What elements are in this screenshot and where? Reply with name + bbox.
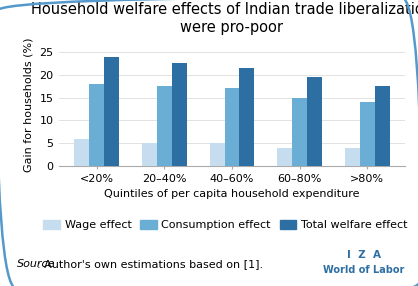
Bar bbox=[292, 98, 307, 166]
Bar bbox=[307, 77, 322, 166]
Bar bbox=[172, 63, 187, 166]
Bar bbox=[240, 68, 254, 166]
Text: Source: Source bbox=[17, 259, 55, 269]
Bar bbox=[74, 138, 89, 166]
Legend: Wage effect, Consumption effect, Total welfare effect: Wage effect, Consumption effect, Total w… bbox=[39, 215, 412, 235]
Bar bbox=[360, 102, 375, 166]
Title: Household welfare effects of Indian trade liberalization
were pro-poor: Household welfare effects of Indian trad… bbox=[31, 2, 418, 35]
X-axis label: Quintiles of per capita household expenditure: Quintiles of per capita household expend… bbox=[104, 189, 360, 199]
Text: I  Z  A: I Z A bbox=[347, 250, 381, 260]
Bar bbox=[345, 148, 360, 166]
Text: : Author's own estimations based on [1].: : Author's own estimations based on [1]. bbox=[37, 259, 263, 269]
Bar bbox=[210, 143, 224, 166]
Bar bbox=[224, 88, 240, 166]
Bar bbox=[375, 86, 390, 166]
Text: World of Labor: World of Labor bbox=[323, 265, 404, 275]
Bar bbox=[142, 143, 157, 166]
Y-axis label: Gain for households (%): Gain for households (%) bbox=[24, 37, 34, 172]
Bar bbox=[104, 57, 119, 166]
Bar bbox=[89, 84, 104, 166]
Bar bbox=[277, 148, 292, 166]
Bar bbox=[157, 86, 172, 166]
